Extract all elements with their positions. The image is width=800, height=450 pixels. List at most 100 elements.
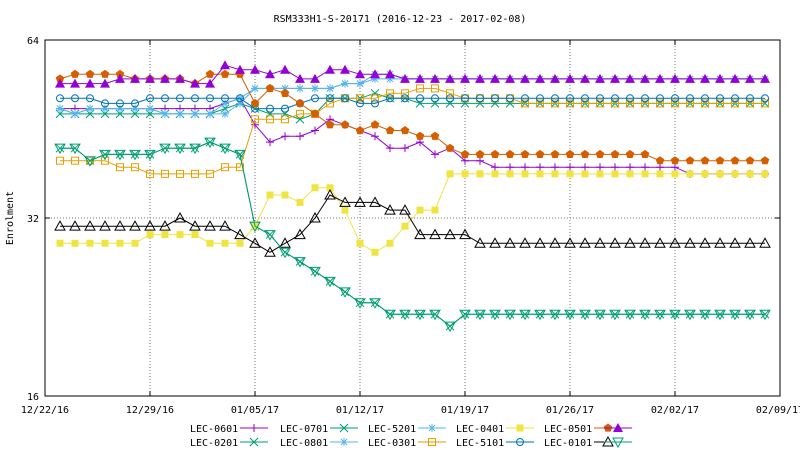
data-point (71, 94, 79, 103)
data-point (294, 257, 306, 268)
data-point (476, 170, 484, 178)
data-point (205, 69, 215, 78)
data-point (86, 104, 94, 113)
data-point (611, 163, 619, 172)
data-point (685, 73, 695, 83)
data-point (280, 64, 290, 74)
data-point (371, 94, 379, 103)
data-point (56, 104, 64, 113)
data-point (715, 73, 725, 83)
data-point (611, 99, 619, 108)
data-point (250, 98, 260, 107)
data-point (206, 239, 214, 247)
data-point (461, 94, 469, 103)
data-point (760, 73, 770, 83)
data-point (625, 149, 635, 158)
data-point (265, 69, 275, 79)
data-point (206, 94, 214, 103)
data-point (521, 99, 529, 108)
data-point (310, 109, 320, 118)
data-point (506, 170, 514, 178)
data-point (250, 64, 260, 74)
chart-title: RSM333H1-S-20171 (2016-12-23 - 2017-02-0… (274, 14, 527, 25)
data-point (685, 156, 695, 165)
data-point (564, 237, 576, 248)
data-point (401, 94, 409, 103)
data-point (341, 94, 349, 103)
data-point (624, 309, 636, 321)
x-tick-label: 12/22/16 (21, 405, 69, 416)
data-point (311, 184, 319, 192)
data-point (716, 170, 724, 178)
data-point (399, 204, 411, 215)
data-point (266, 138, 274, 147)
data-point (579, 237, 591, 248)
data-point (70, 78, 80, 88)
legend-label: LEC-0701 (280, 424, 328, 435)
data-point (146, 94, 154, 103)
data-point (99, 149, 111, 161)
data-point (639, 237, 651, 248)
data-point (505, 149, 515, 158)
data-point (581, 99, 589, 108)
data-point (520, 149, 530, 158)
data-point (746, 170, 754, 178)
legend-label: LEC-0801 (280, 438, 328, 449)
data-point (311, 84, 319, 93)
data-point (189, 220, 201, 231)
data-point (116, 104, 124, 113)
data-point (281, 104, 289, 113)
x-tick-label: 01/12/17 (336, 405, 384, 416)
data-point (191, 231, 199, 239)
legend-marker (613, 423, 623, 432)
data-point (129, 220, 141, 231)
data-point (431, 150, 439, 159)
data-point (101, 99, 109, 108)
data-point (459, 228, 471, 240)
data-point (221, 239, 229, 247)
data-point (99, 220, 111, 231)
data-point (684, 237, 696, 248)
data-point (325, 64, 335, 74)
data-point (371, 74, 379, 83)
data-point (745, 156, 755, 165)
data-point (459, 309, 471, 321)
data-point (746, 94, 754, 103)
data-point (430, 73, 440, 83)
data-point (475, 149, 485, 158)
data-point (221, 163, 229, 172)
data-point (385, 69, 395, 79)
data-point (371, 132, 379, 141)
data-point (146, 104, 154, 113)
data-point (161, 109, 169, 118)
legend-entry (604, 437, 632, 449)
data-point (399, 309, 411, 321)
data-point (339, 287, 351, 298)
data-point (639, 309, 651, 321)
data-point (596, 163, 604, 172)
data-point (356, 99, 364, 108)
data-point (326, 184, 334, 192)
data-point (354, 298, 366, 309)
data-point (626, 94, 634, 103)
data-point (684, 309, 696, 321)
data-point (71, 109, 79, 118)
legend-entry: LEC-0801 (280, 438, 358, 449)
legend-label: LEC-5101 (456, 438, 504, 449)
x-tick-label: 01/05/17 (231, 405, 279, 416)
data-point (595, 73, 605, 83)
data-point (206, 169, 214, 178)
data-point (731, 94, 739, 103)
data-point (176, 231, 184, 239)
data-point (746, 99, 754, 108)
data-point (85, 78, 95, 88)
data-point (641, 163, 649, 172)
data-point (745, 73, 755, 83)
y-tick-label: 32 (27, 214, 39, 225)
data-point (445, 73, 455, 83)
data-point (686, 99, 694, 108)
data-point (386, 74, 394, 83)
data-point (504, 309, 516, 321)
data-point (730, 73, 740, 83)
data-point (414, 228, 426, 240)
